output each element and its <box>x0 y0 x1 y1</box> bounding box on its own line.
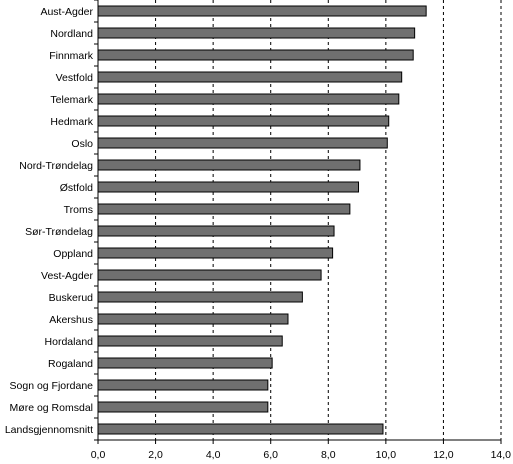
x-tick-label: 14,0 <box>491 449 512 461</box>
category-label: Oslo <box>71 138 93 150</box>
x-tick-label: 6,0 <box>263 449 278 461</box>
category-label: Vestfold <box>56 72 94 84</box>
category-label: Nord-Trøndelag <box>19 160 93 172</box>
category-label: Sør-Trøndelag <box>25 226 93 238</box>
bar <box>97 379 269 391</box>
category-label: Nordland <box>50 28 93 40</box>
bar <box>97 181 360 193</box>
bar <box>97 225 335 237</box>
bar <box>97 115 390 127</box>
category-label: Akershus <box>49 314 93 326</box>
bar <box>97 93 400 105</box>
bar <box>97 291 303 303</box>
x-tick-label: 0,0 <box>91 449 106 461</box>
category-label: Vest-Agder <box>41 270 93 282</box>
category-label: Troms <box>64 204 93 216</box>
category-label: Hordaland <box>45 336 94 348</box>
category-label: Finnmark <box>49 50 94 62</box>
x-tick-label: 8,0 <box>321 449 336 461</box>
gridlines <box>155 0 502 440</box>
bar <box>97 5 427 17</box>
bar <box>97 423 384 435</box>
category-label: Hedmark <box>50 116 93 128</box>
category-label: Sogn og Fjordane <box>10 380 94 392</box>
x-tick-label: 12,0 <box>433 449 454 461</box>
bar <box>97 49 414 61</box>
bar <box>97 137 388 149</box>
bar <box>97 203 351 215</box>
bar <box>97 357 273 369</box>
bars <box>97 5 427 435</box>
category-label: Oppland <box>53 248 93 260</box>
bar <box>97 247 334 259</box>
tick-labels: 0,0 2,0 4,0 6,0 8,0 10,0 12,0 14,0 <box>91 449 511 461</box>
x-tick-label: 4,0 <box>206 449 221 461</box>
bar <box>97 335 283 347</box>
category-labels: Aust-Agder Nordland Finnmark Vestfold Telema… <box>5 6 94 436</box>
bar <box>97 71 403 83</box>
category-label: Buskerud <box>49 292 94 304</box>
x-tick-label: 10,0 <box>376 449 397 461</box>
bar <box>97 313 289 325</box>
category-label: Rogaland <box>48 358 93 370</box>
category-label: Østfold <box>60 182 93 194</box>
category-label: Aust-Agder <box>40 6 93 18</box>
bar <box>97 269 322 281</box>
category-label: Møre og Romsdal <box>10 402 93 414</box>
bar <box>97 159 361 171</box>
bar <box>97 27 416 39</box>
category-label: Telemark <box>50 94 93 106</box>
axes <box>94 0 502 444</box>
bar <box>97 401 269 413</box>
category-label: Landsgjennomsnitt <box>5 424 93 436</box>
x-tick-label: 2,0 <box>148 449 163 461</box>
